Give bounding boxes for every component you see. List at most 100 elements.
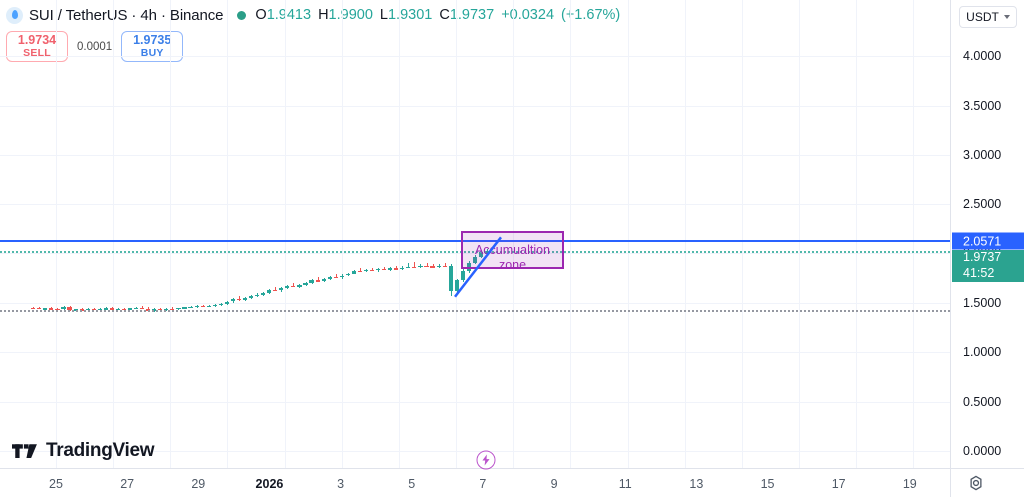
gridline-v (799, 0, 800, 468)
gridline-h (0, 106, 950, 107)
candle-body (460, 270, 465, 281)
candle-body (97, 308, 102, 311)
ohlc-high-label: H (318, 7, 329, 23)
candle-body (91, 308, 96, 311)
chart-legend: SUI / TetherUS · 4h · Binance O1.9413 H1… (0, 0, 950, 30)
time-axis[interactable]: 25 27 29 2026 3 5 7 9 11 13 15 17 19 (0, 468, 1024, 497)
spread-value: 0.0001 (77, 40, 113, 53)
gridline-v (170, 0, 171, 468)
buy-price: 1.9735 (133, 33, 172, 48)
candle-body (212, 304, 217, 306)
candle-body (261, 292, 266, 295)
candle-body (218, 304, 223, 306)
candle-body (412, 266, 417, 269)
candle-body (152, 308, 157, 311)
candle-body (109, 308, 114, 310)
gridline-v (285, 0, 286, 468)
candle-body (382, 269, 387, 271)
gridline-v (856, 0, 857, 468)
candle-wick (384, 266, 386, 271)
currency-unit-selector[interactable]: USDT (959, 6, 1017, 28)
ohlc-low-label: L (379, 7, 388, 23)
axis-settings-icon[interactable] (969, 475, 984, 491)
candle-wick (202, 304, 204, 308)
change-absolute: +0.0324 (501, 7, 555, 23)
price-tick: 0.0000 (963, 444, 1002, 458)
gridline-v (456, 0, 457, 468)
symbol-title[interactable]: SUI / TetherUS · 4h · Binance (29, 6, 224, 24)
sell-price: 1.9734 (17, 33, 57, 48)
currency-unit-label: USDT (966, 10, 999, 24)
candle-body (273, 289, 278, 292)
bar-countdown: 41:52 (963, 265, 995, 280)
candle-body (73, 309, 78, 311)
gridline-h (0, 402, 950, 403)
candle-body (140, 307, 145, 309)
time-tick: 15 (760, 477, 775, 491)
candle-wick (172, 307, 174, 310)
time-tick: 9 (550, 477, 558, 491)
last-price-badge[interactable]: 1.9737 41:52 (952, 249, 1024, 282)
gridline-v (742, 0, 743, 468)
chevron-down-icon (1003, 15, 1010, 19)
candle-body (478, 252, 484, 257)
candle-body (376, 269, 381, 271)
candle-body (394, 268, 399, 270)
candle-body (321, 278, 326, 281)
time-tick: 5 (408, 477, 416, 491)
candle-body (388, 268, 393, 270)
candle-wick (432, 263, 434, 268)
candle-wick (335, 273, 337, 278)
last-price-line (0, 250, 950, 253)
sui-coin-icon (6, 6, 23, 24)
ohlc-high-value: 1.9900 (328, 7, 373, 23)
blue-line-price-badge[interactable]: 2.0571 (952, 232, 1024, 250)
candle-body (49, 308, 54, 310)
price-tick: 2.5000 (963, 196, 1002, 211)
gridline-v (513, 0, 514, 468)
ohlc-open: O1.9413 (255, 7, 311, 23)
candle-body (61, 307, 66, 310)
change-percent: (+1.67%) (561, 7, 621, 23)
candle-wick (408, 263, 410, 269)
candle-body (442, 265, 447, 267)
market-open-dot-icon (237, 10, 247, 20)
tradingview-logo-icon (12, 443, 37, 458)
candle-wick (293, 283, 295, 288)
candle-body (206, 305, 211, 307)
blue-price-line[interactable] (0, 240, 950, 243)
gridline-h (0, 56, 950, 57)
time-tick: 19 (902, 477, 917, 491)
candle-body (182, 307, 187, 309)
candle-body (303, 283, 308, 285)
gridline-v (227, 0, 228, 468)
price-axis[interactable]: USDT 4.00003.50003.00002.50002.00001.500… (950, 0, 1024, 468)
candle-body (333, 276, 338, 279)
candle-body (176, 308, 181, 310)
candle-body (79, 309, 84, 311)
candle-body (37, 308, 42, 310)
tradingview-logo-text: TradingView (46, 440, 155, 461)
time-tick: 25 (49, 477, 63, 491)
gridline-h (0, 303, 950, 304)
ohlc-open-value: 1.9413 (266, 7, 312, 23)
candle-body (146, 308, 151, 311)
candle-body (448, 266, 453, 291)
ohlc-close: C1.9737 (439, 7, 494, 23)
candle-body (436, 265, 441, 267)
chart-pane[interactable]: Accumualtion zone TradingView (0, 0, 950, 468)
lightning-bolt-icon[interactable] (476, 450, 496, 470)
candle-body (230, 298, 235, 302)
gridline-v (685, 0, 686, 468)
candle-body (351, 270, 356, 274)
candle-body (424, 266, 429, 268)
trend-line-drawing[interactable] (0, 0, 950, 468)
candle-wick (372, 267, 374, 272)
candle-wick (142, 306, 144, 309)
time-tick: 11 (618, 477, 632, 491)
time-tick: 17 (831, 477, 846, 491)
price-tick: 0.5000 (963, 394, 1002, 409)
gridline-v (913, 0, 914, 468)
price-tick: 4.0000 (963, 48, 1002, 63)
ohlc-close-label: C (439, 7, 450, 23)
